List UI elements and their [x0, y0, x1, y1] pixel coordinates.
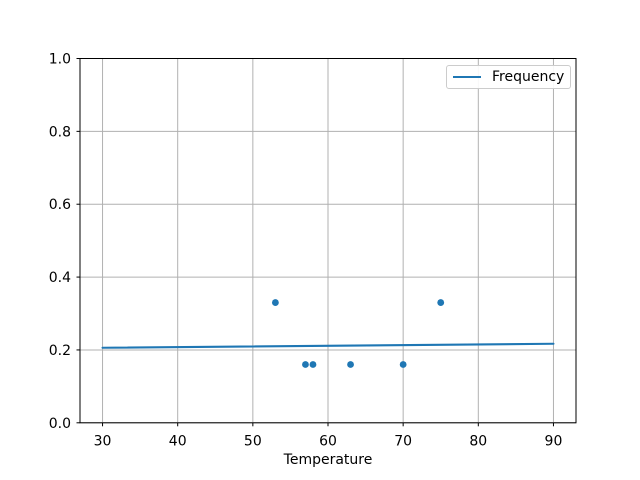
data-point [437, 299, 445, 306]
legend: Frequency [446, 65, 571, 89]
x-tick-label: 40 [169, 434, 187, 450]
y-tick-label: 0.8 [49, 124, 71, 140]
legend-line-sample [453, 76, 481, 78]
legend-label: Frequency [492, 69, 565, 85]
y-tick-label: 1.0 [49, 52, 71, 68]
data-point [309, 361, 317, 368]
y-tick-label: 0.6 [49, 197, 71, 213]
x-tick-label: 50 [244, 434, 262, 450]
frequency-line [101, 342, 555, 349]
x-tick-label: 80 [469, 434, 487, 450]
y-tick-label: 0.0 [49, 416, 71, 432]
data-point [347, 361, 354, 368]
y-tick-label: 0.4 [49, 270, 71, 286]
data-point [271, 299, 279, 306]
x-tick-label: 60 [319, 434, 337, 450]
x-tick-label: 90 [545, 434, 563, 450]
data-point [399, 361, 407, 368]
x-axis-label: Temperature [283, 452, 373, 468]
x-tick-label: 30 [94, 434, 112, 450]
y-tick-label: 0.2 [49, 343, 71, 359]
x-tick-label: 70 [394, 434, 412, 450]
data-point [302, 361, 309, 368]
